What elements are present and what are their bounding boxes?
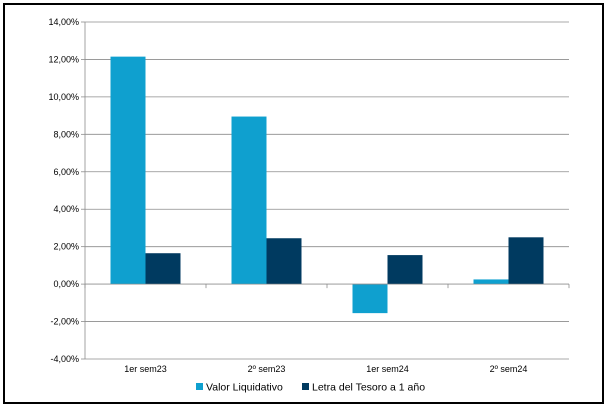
y-tick-label: 6,00%: [53, 167, 79, 177]
axes: [81, 21, 570, 360]
gridlines: [85, 21, 569, 360]
bar-letra-del-tesoro-2: [387, 255, 423, 285]
x-tick-label: 1er sem24: [366, 364, 409, 374]
y-tick-label: 2,00%: [53, 242, 79, 252]
y-tick-label: 12,00%: [48, 54, 79, 64]
bar-valor-liquidativo-0: [110, 56, 146, 285]
legend-label: Valor Liquidativo: [206, 382, 283, 394]
x-tick-label: 2º sem24: [490, 364, 528, 374]
bar-letra-del-tesoro-1: [266, 238, 302, 285]
y-tick-label: 14,00%: [48, 17, 79, 27]
legend-swatch: [196, 383, 203, 390]
x-tick-label: 2º sem23: [248, 364, 286, 374]
bar-letra-del-tesoro-0: [145, 253, 181, 285]
y-axis-tick-labels: -4,00% -2,00% 0,00% 2,00% 4,00% 6,00% 8,00% 10,…: [48, 17, 79, 364]
y-tick-label: 4,00%: [53, 204, 79, 214]
x-axis-tick-labels: 1er sem23 2º sem23 1er sem24 2º sem24: [124, 364, 527, 374]
legend-swatch: [302, 383, 309, 390]
legend: Valor Liquidativo Letra del Tesoro a 1 añ…: [196, 382, 425, 394]
chart-frame: [3, 3, 604, 404]
bar-valor-liquidativo-2: [352, 284, 388, 314]
legend-label: Letra del Tesoro a 1 año: [312, 382, 425, 394]
bar-letra-del-tesoro-3: [508, 237, 544, 285]
y-tick-label: -2,00%: [50, 317, 79, 327]
y-tick-label: -4,00%: [50, 354, 79, 364]
x-tick-label: 1er sem23: [124, 364, 167, 374]
y-tick-label: 8,00%: [53, 129, 79, 139]
bars: [110, 56, 544, 314]
y-tick-label: 10,00%: [48, 92, 79, 102]
bar-valor-liquidativo-1: [231, 116, 267, 285]
y-tick-label: 0,00%: [53, 279, 79, 289]
bar-valor-liquidativo-3: [473, 279, 509, 285]
